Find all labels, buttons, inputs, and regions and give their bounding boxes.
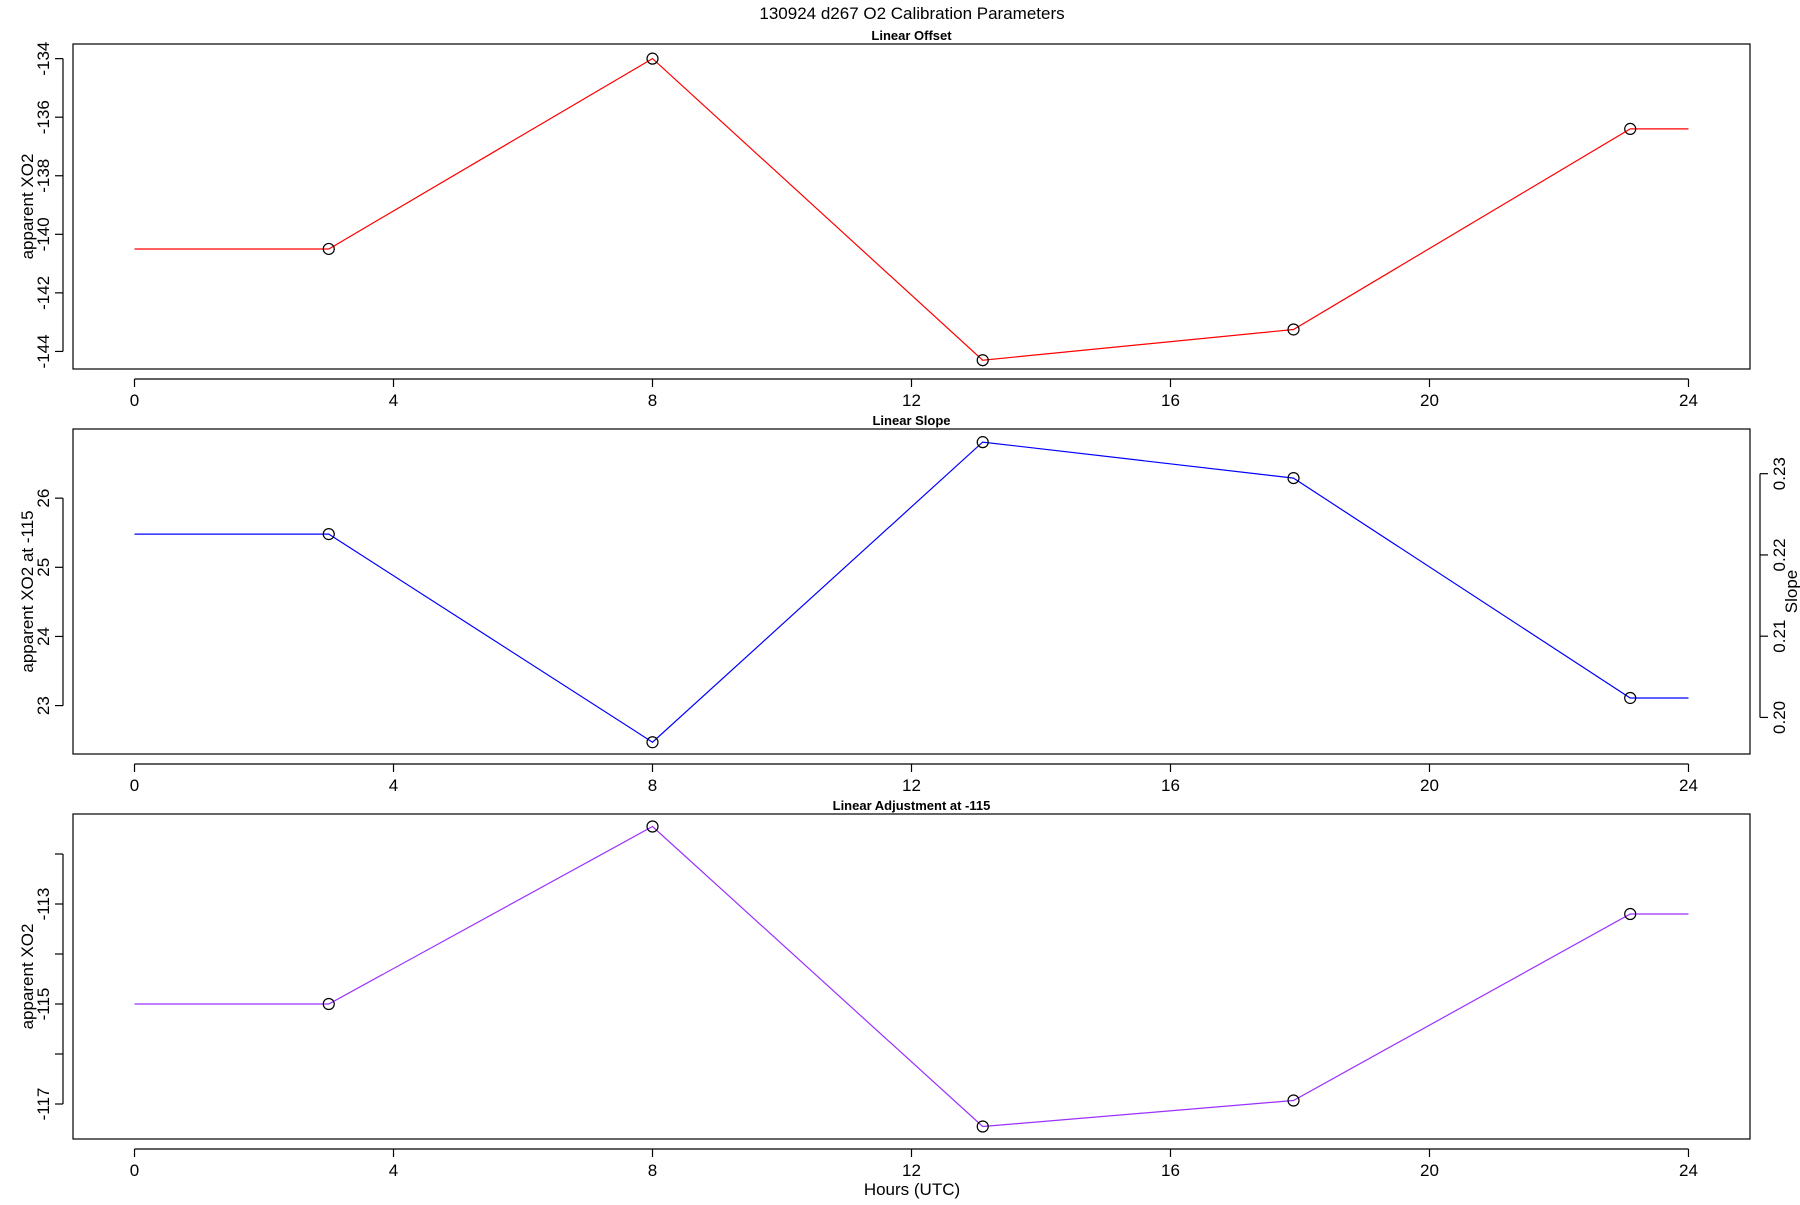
x-tick-label: 20 (1420, 776, 1439, 795)
data-point (1624, 122, 1637, 136)
x-tick-label: 4 (389, 1161, 398, 1180)
x-tick-label: 20 (1420, 1161, 1439, 1180)
panel-linear-offset: Linear Offset 0 4 8 12 16 20 24 -144 -142 -140 -138… (18, 28, 1751, 410)
y-tick-label: 23 (34, 696, 53, 715)
right-y-tick-label: 0.22 (1770, 538, 1789, 571)
x-tick-label: 12 (902, 391, 921, 410)
y-axis: 23 24 25 26 (34, 489, 64, 715)
data-point (1287, 1094, 1300, 1107)
panel-title: Linear Adjustment at -115 (833, 798, 991, 813)
y-tick-label: -117 (34, 1088, 53, 1121)
y-tick-label: -115 (34, 988, 53, 1021)
x-tick-label: 16 (1161, 1161, 1180, 1180)
x-tick-label: 24 (1679, 776, 1698, 795)
data-point (1624, 907, 1637, 921)
data-point (1287, 323, 1300, 336)
x-tick-label: 16 (1161, 776, 1180, 795)
x-tick-label: 4 (389, 391, 398, 410)
panel-title: Linear Offset (871, 28, 952, 43)
right-y-tick-label: 0.21 (1770, 620, 1789, 653)
plot-frame (72, 428, 1751, 755)
data-point (322, 242, 335, 256)
x-tick-label: 24 (1679, 1161, 1698, 1180)
y-tick-label: -138 (34, 159, 53, 193)
series-line (134, 825, 1689, 1128)
panel-title: Linear Slope (872, 413, 950, 428)
y-axis-label: apparent XO2 at -115 (18, 510, 37, 672)
data-point (1624, 691, 1637, 705)
y-tick-label: -142 (34, 276, 53, 310)
plot-frame (72, 813, 1751, 1140)
plot-frame (72, 43, 1751, 370)
series-line (134, 57, 1689, 361)
x-tick-label: 8 (648, 1161, 657, 1180)
panels-group: Linear Offset 0 4 8 12 16 20 24 -144 -142 -140 -138… (18, 28, 1800, 1180)
data-point (646, 820, 659, 833)
panel-linear-slope: Linear Slope 0 4 8 12 16 20 24 23 24 25 26 apparent … (18, 413, 1800, 795)
y-axis-label: apparent XO2 (18, 924, 37, 1030)
data-point (322, 528, 335, 541)
series-line (134, 441, 1689, 743)
x-tick-label: 12 (902, 1161, 921, 1180)
right-y-tick-label: 0.23 (1770, 457, 1789, 490)
y-axis-label: apparent XO2 (18, 154, 37, 260)
data-point (976, 436, 989, 449)
data-point (646, 52, 659, 65)
y-tick-label: 26 (34, 489, 53, 508)
x-tick-label: 12 (902, 776, 921, 795)
data-point (1287, 471, 1300, 485)
x-axis-label: Hours (UTC) (864, 1180, 960, 1199)
x-tick-label: 16 (1161, 391, 1180, 410)
y-axis: -117 -115 -113 (34, 853, 64, 1121)
y-tick-label: 25 (34, 558, 53, 577)
y-tick-label: -113 (34, 888, 53, 921)
data-point (976, 1120, 989, 1133)
x-tick-label: 24 (1679, 391, 1698, 410)
x-axis: 0 4 8 12 16 20 24 (130, 378, 1698, 410)
x-tick-label: 0 (130, 1161, 139, 1180)
panel-linear-adjustment-at-115: Linear Adjustment at -115 0 4 8 12 16 20 24 -117… (18, 798, 1751, 1180)
data-point (646, 736, 659, 749)
y-tick-label: -140 (34, 217, 53, 251)
y-tick-label: 24 (34, 627, 53, 646)
x-tick-label: 4 (389, 776, 398, 795)
y-tick-label: -144 (34, 334, 53, 368)
x-tick-label: 0 (130, 776, 139, 795)
x-tick-label: 8 (648, 391, 657, 410)
data-point (322, 997, 335, 1011)
figure-title: 130924 d267 O2 Calibration Parameters (759, 4, 1064, 23)
y-tick-label: -136 (34, 100, 53, 134)
right-y-axis-label: Slope (1782, 570, 1800, 613)
y-tick-label: -134 (34, 42, 53, 76)
right-y-axis: 0.20 0.21 0.22 0.23 (1759, 457, 1789, 734)
x-tick-label: 0 (130, 391, 139, 410)
x-axis: 0 4 8 12 16 20 24 (130, 1148, 1698, 1180)
right-y-tick-label: 0.20 (1770, 701, 1789, 734)
x-axis: 0 4 8 12 16 20 24 (130, 763, 1698, 795)
data-point (976, 354, 989, 367)
x-tick-label: 20 (1420, 391, 1439, 410)
x-tick-label: 8 (648, 776, 657, 795)
y-axis: -144 -142 -140 -138 -136 -134 (34, 42, 64, 368)
